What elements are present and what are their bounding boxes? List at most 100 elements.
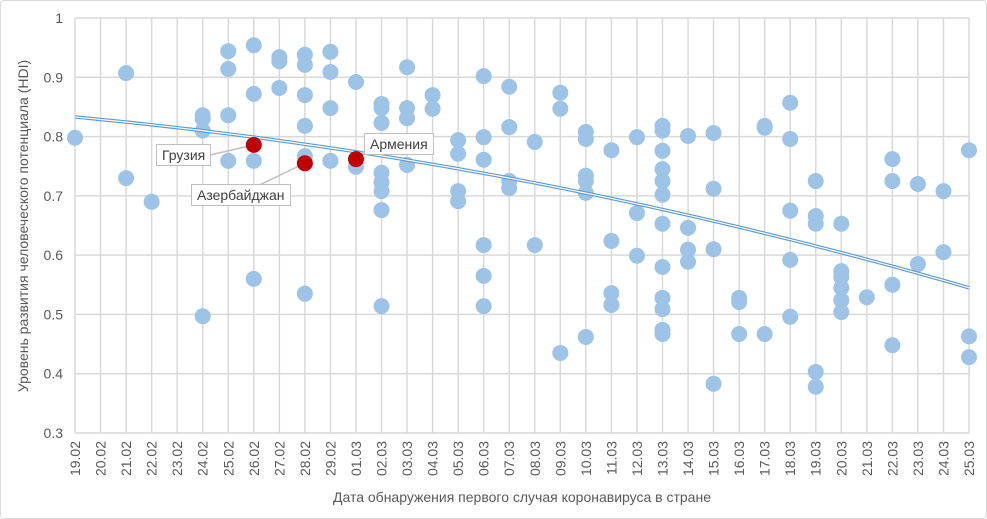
data-point: [143, 193, 160, 210]
data-point: [680, 253, 697, 270]
data-point: [399, 59, 416, 76]
data-point: [807, 215, 824, 232]
data-point: [475, 237, 492, 254]
y-tick-label: 0.5: [44, 306, 64, 322]
data-point: [322, 152, 339, 169]
data-point: [961, 349, 977, 366]
data-point: [961, 328, 977, 345]
data-point: [680, 127, 697, 144]
x-tick-label: 26.02: [246, 441, 262, 476]
y-tick-label: 0.7: [44, 188, 64, 204]
data-point: [245, 152, 262, 169]
data-point: [628, 247, 645, 264]
data-point: [884, 276, 901, 293]
x-tick-label: 11.03: [603, 441, 619, 475]
data-point: [654, 173, 671, 190]
data-point: [680, 219, 697, 236]
x-tick-label: 05.03: [450, 441, 466, 476]
data-point: [245, 270, 262, 287]
data-point: [373, 114, 390, 131]
data-point: [935, 244, 952, 261]
x-tick-label: 22.02: [144, 441, 160, 476]
y-tick-label: 0.4: [44, 366, 64, 382]
data-point: [220, 152, 237, 169]
y-tick-label: 0.3: [44, 425, 64, 441]
x-tick-label: 08.03: [527, 441, 543, 476]
y-tick-label: 0.9: [44, 69, 64, 85]
data-point: [271, 79, 288, 96]
data-point: [603, 285, 620, 302]
data-point: [526, 237, 543, 254]
highlighted-point: [296, 155, 313, 172]
data-point: [322, 43, 339, 60]
data-point: [628, 129, 645, 146]
data-point: [935, 183, 952, 200]
x-tick-label: 21.03: [859, 441, 875, 476]
x-tick-label: 23.03: [910, 441, 926, 476]
trendline-inner: [74, 116, 970, 289]
x-tick-label: 17.03: [757, 441, 773, 476]
data-point: [654, 142, 671, 159]
x-tick-label: 03.03: [399, 441, 415, 476]
data-point: [424, 87, 441, 104]
data-point: [450, 145, 467, 162]
data-point: [909, 176, 926, 192]
leader-line: [205, 144, 254, 157]
data-point: [373, 298, 390, 315]
x-tick-label: 04.03: [425, 441, 441, 476]
data-point: [194, 308, 211, 325]
data-point: [501, 119, 518, 136]
data-point: [552, 100, 569, 117]
data-point: [884, 173, 901, 190]
x-tick-label: 27.02: [271, 441, 287, 476]
x-tick-label: 16.03: [731, 441, 747, 476]
data-point: [603, 142, 620, 159]
x-tick-label: 09.03: [552, 441, 568, 476]
data-point: [322, 100, 339, 117]
label-georgia: Грузия: [156, 144, 212, 166]
data-point: [220, 43, 237, 60]
data-point: [296, 87, 313, 104]
x-tick-label: 07.03: [501, 441, 517, 476]
data-point: [296, 285, 313, 302]
x-axis-label: Дата обнаружения первого случая коронави…: [333, 489, 711, 505]
data-point: [756, 325, 773, 342]
highlighted-point: [347, 151, 364, 168]
data-point: [756, 119, 773, 136]
x-tick-label: 14.03: [680, 441, 696, 476]
data-point: [654, 325, 671, 342]
data-point: [654, 289, 671, 306]
x-tick-label: 24.03: [935, 441, 951, 476]
data-point: [526, 133, 543, 150]
data-point: [705, 375, 722, 392]
data-point: [552, 344, 569, 361]
data-point: [782, 202, 799, 219]
highlighted-point: [245, 136, 262, 153]
data-point: [67, 129, 83, 146]
x-tick-label: 12.03: [629, 441, 645, 476]
data-point: [220, 107, 237, 124]
data-point: [220, 60, 237, 77]
data-point: [577, 328, 594, 345]
x-tick-label: 18.03: [782, 441, 798, 476]
data-point: [961, 142, 977, 159]
data-point: [296, 117, 313, 134]
y-tick-label: 0.6: [44, 247, 64, 263]
x-tick-label: 23.02: [169, 441, 185, 476]
data-point: [807, 378, 824, 395]
data-point: [705, 180, 722, 197]
data-point: [782, 94, 799, 111]
y-axis-label: Уровень развития человеческого потенциал…: [15, 59, 31, 393]
data-point: [501, 180, 518, 197]
data-point: [577, 130, 594, 147]
data-point: [833, 304, 850, 321]
x-tick-label: 13.03: [654, 441, 670, 476]
data-point: [782, 251, 799, 268]
data-point: [475, 298, 492, 315]
data-point: [245, 37, 262, 54]
data-point: [118, 170, 135, 187]
data-point: [782, 308, 799, 325]
data-point: [833, 215, 850, 232]
data-point: [296, 56, 313, 73]
